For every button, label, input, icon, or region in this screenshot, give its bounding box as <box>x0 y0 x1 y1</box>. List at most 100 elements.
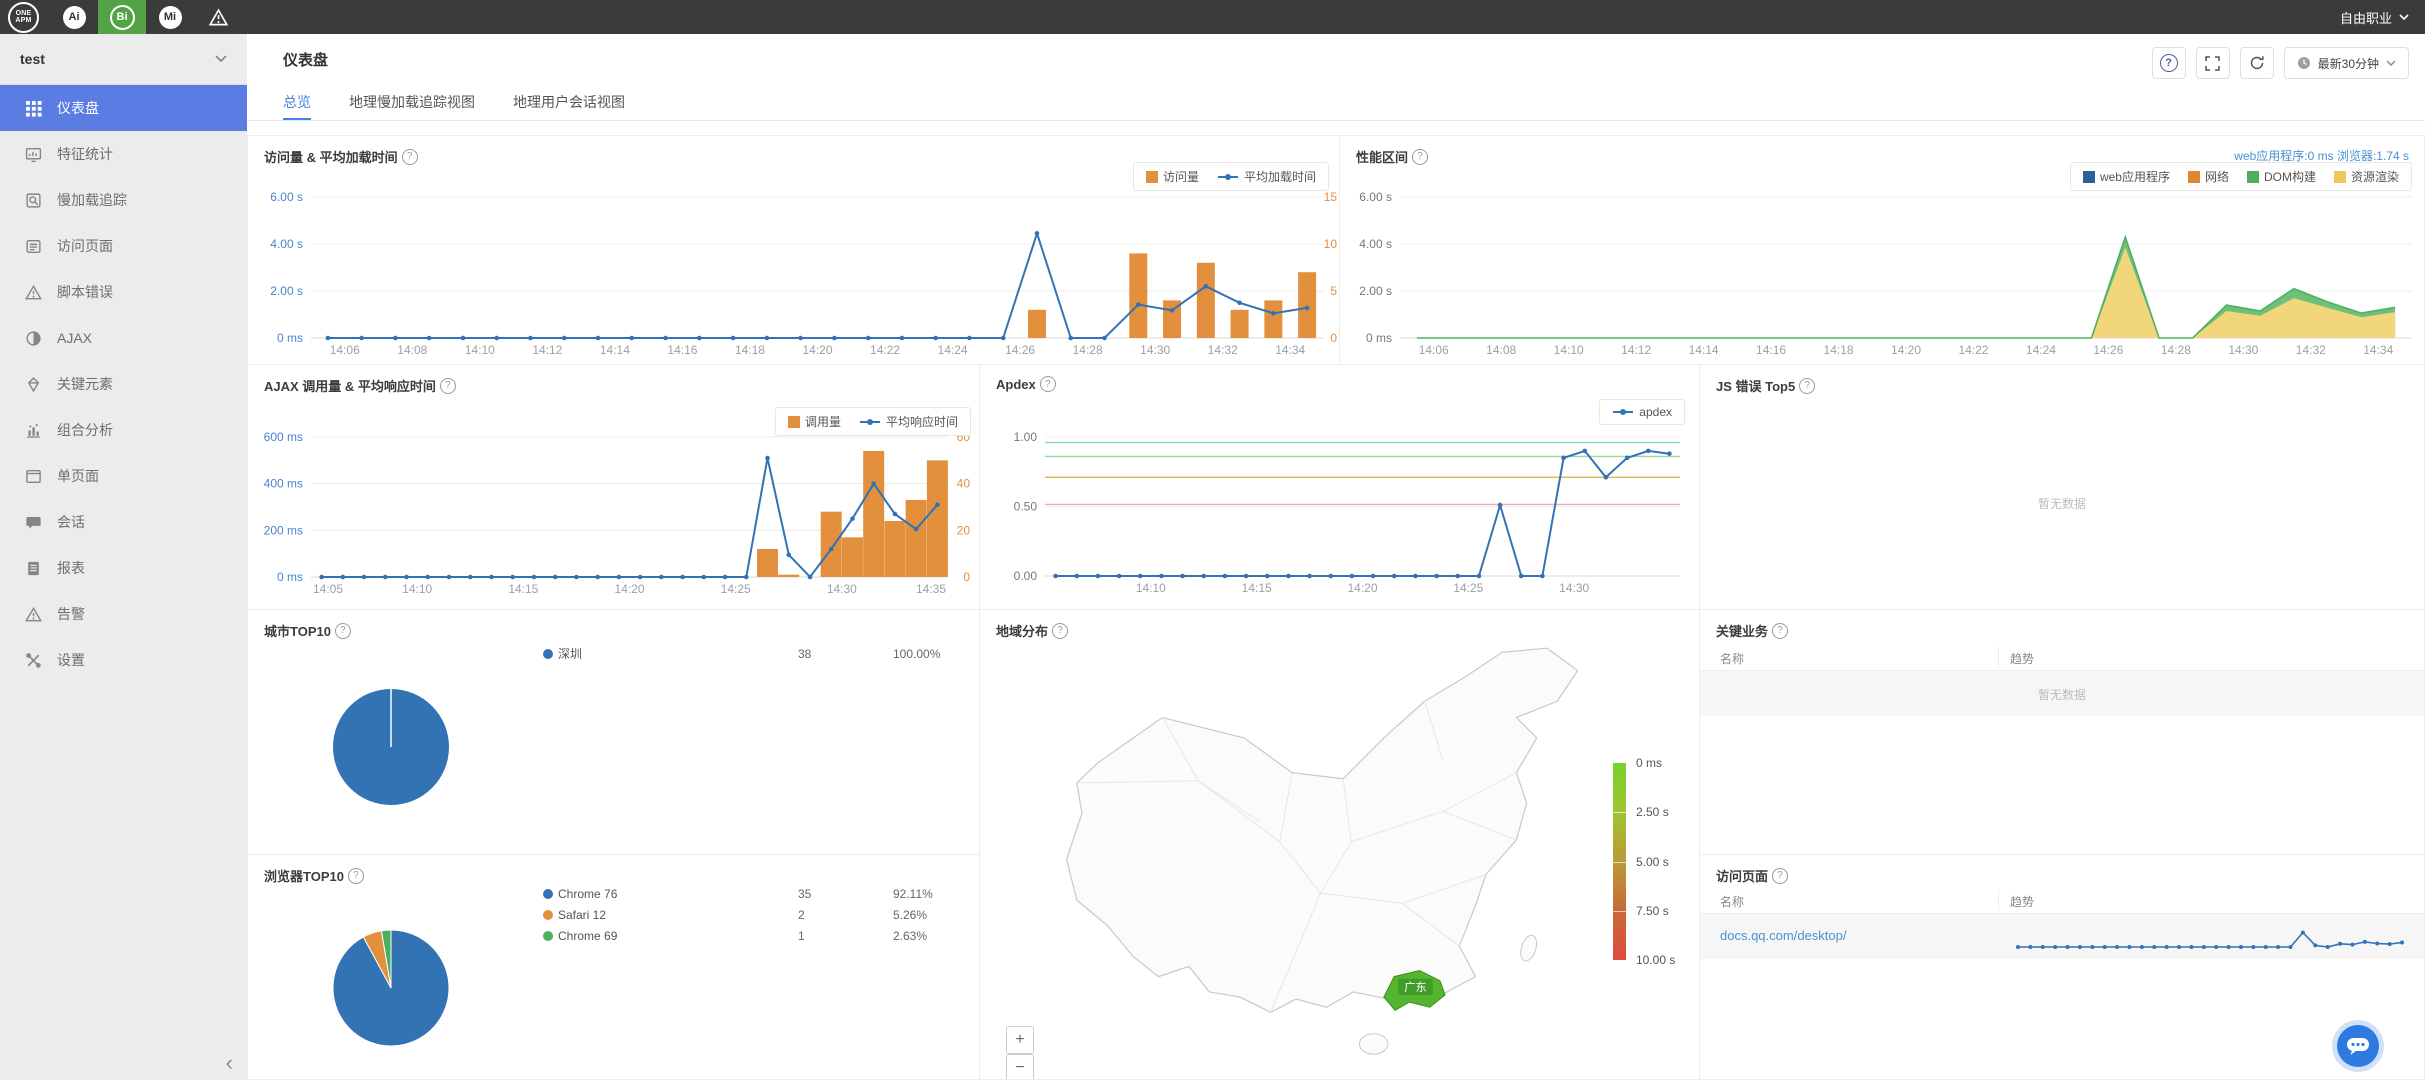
warning-icon <box>208 7 228 25</box>
sidebar-item-label: 慢加载追踪 <box>57 192 127 208</box>
sidebar-item-关键元素[interactable]: 关键元素 <box>0 361 247 407</box>
svg-text:5: 5 <box>1330 284 1337 298</box>
help-icon[interactable]: ? <box>1052 622 1069 639</box>
legend-item-平均响应时间[interactable]: 平均响应时间 <box>859 413 958 430</box>
pie-legend-item-Safari 12[interactable]: Safari 12 2 5.26% <box>543 904 933 925</box>
svg-text:14:06: 14:06 <box>330 343 360 357</box>
sidebar-item-特征统计[interactable]: 特征统计 <box>0 131 247 177</box>
help-icon[interactable]: ? <box>1799 377 1816 394</box>
oneapm-logo[interactable]: ONE APM <box>8 1 39 33</box>
time-range-label: 最新30分钟 <box>2317 56 2379 71</box>
sidebar-item-慢加载追踪[interactable]: 慢加载追踪 <box>0 177 247 223</box>
legend-item-web应用程序[interactable]: web应用程序 <box>2082 168 2170 185</box>
sidebar-collapse-handle[interactable]: ‹ <box>225 1050 233 1075</box>
svg-text:14:15: 14:15 <box>508 582 538 596</box>
sidebar-item-会话[interactable]: 会话 <box>0 499 247 545</box>
perf-summary-link[interactable]: web应用程序:0 ms 浏览器:1.74 s <box>2234 149 2409 163</box>
geo-panel-title: 地域分布 <box>996 624 1049 639</box>
svg-text:14:18: 14:18 <box>1824 343 1854 357</box>
tab-geo-slow-trace[interactable]: 地理慢加载追踪视图 <box>349 94 475 110</box>
pie-legend-item-Chrome 69[interactable]: Chrome 69 1 2.63% <box>543 925 933 946</box>
help-icon[interactable]: ? <box>1772 622 1789 639</box>
page-url-link[interactable]: docs.qq.com/desktop/ <box>1720 928 1847 943</box>
app-tab-ai[interactable]: Ai <box>50 0 98 34</box>
pie-legend-item-深圳[interactable]: 深圳 38 100.00% <box>543 643 940 664</box>
help-icon[interactable]: ? <box>334 622 351 639</box>
sidebar-item-label: 单页面 <box>57 468 99 484</box>
app-tab-alert[interactable] <box>194 0 242 34</box>
key-business-table-header: 名称 趋势 <box>1700 644 2424 671</box>
help-icon[interactable]: ? <box>347 867 364 884</box>
sidebar-item-label: 告警 <box>57 606 85 622</box>
svg-text:14:14: 14:14 <box>600 343 630 357</box>
sidebar-item-仪表盘[interactable]: 仪表盘 <box>0 85 247 131</box>
svg-text:600 ms: 600 ms <box>264 430 303 444</box>
warning-icon <box>25 284 42 301</box>
time-range-dropdown[interactable]: 最新30分钟 <box>2283 47 2409 79</box>
legend-item-DOM构建[interactable]: DOM构建 <box>2246 168 2316 185</box>
project-selector[interactable]: test <box>0 34 247 85</box>
sidebar-item-脚本错误[interactable]: 脚本错误 <box>0 269 247 315</box>
panel-ajax-calls: AJAX 调用量 & 平均响应时间? 600 ms 60 400 ms 40 200 m… <box>247 364 980 610</box>
svg-text:10: 10 <box>1324 237 1338 251</box>
app-badge-mi: Mi <box>158 5 182 29</box>
app-tab-bi[interactable]: Bi <box>98 0 146 34</box>
sidebar-item-访问页面[interactable]: 访问页面 <box>0 223 247 269</box>
tab-geo-session[interactable]: 地理用户会话视图 <box>513 94 625 110</box>
help-icon[interactable]: ? <box>1772 867 1789 884</box>
help-icon[interactable]: ? <box>439 377 456 394</box>
svg-text:14:28: 14:28 <box>1073 343 1103 357</box>
help-icon[interactable]: ? <box>1039 376 1056 392</box>
apdex-panel-title: Apdex <box>996 376 1036 392</box>
sidebar-item-告警[interactable]: 告警 <box>0 591 247 637</box>
tab-overview[interactable]: 总览 <box>283 92 311 120</box>
app-badge-ai: Ai <box>62 5 86 29</box>
visit-pages-panel-title: 访问页面 <box>1716 869 1769 884</box>
province-label: 广东 <box>1404 981 1426 994</box>
legend-item-apdex[interactable]: apdex <box>1612 405 1672 419</box>
legend-item-资源渲染[interactable]: 资源渲染 <box>2333 168 2399 185</box>
app-tab-mi[interactable]: Mi <box>146 0 194 34</box>
map-zoom-out-button[interactable]: − <box>1006 1054 1034 1079</box>
svg-text:2.00 s: 2.00 s <box>270 284 303 298</box>
svg-text:20: 20 <box>957 523 971 537</box>
sidebar-item-组合分析[interactable]: 组合分析 <box>0 407 247 453</box>
half-circle-icon <box>25 330 42 347</box>
sidebar-item-AJAX[interactable]: AJAX <box>0 315 247 361</box>
search-doc-icon <box>25 192 42 209</box>
svg-text:1.00: 1.00 <box>1014 430 1038 444</box>
svg-text:14:20: 14:20 <box>1347 581 1377 595</box>
chat-icon <box>25 514 42 531</box>
refresh-button[interactable] <box>2239 47 2274 79</box>
legend-item-平均加载时间[interactable]: 平均加载时间 <box>1217 168 1316 185</box>
sidebar-item-报表[interactable]: 报表 <box>0 545 247 591</box>
sidebar: test 仪表盘 特征统计慢加载追踪访问页面 脚本错误 AJAX 关键元素 组合分析单页面… <box>0 34 247 1080</box>
perf-chart-canvas: 6.00 s 4.00 s 2.00 s 0 ms 14:06 14:08 14:10 14:… <box>1359 190 2412 357</box>
legend-item-访问量[interactable]: 访问量 <box>1145 168 1199 185</box>
help-button[interactable]: ? <box>2151 47 2186 79</box>
svg-text:14:30: 14:30 <box>1559 581 1589 595</box>
sidebar-item-设置[interactable]: 设置 <box>0 637 247 683</box>
city-pie-canvas <box>333 689 449 805</box>
legend-item-网络[interactable]: 网络 <box>2187 168 2229 185</box>
panel-visit-pages: 访问页面? 名称 趋势 docs.qq.com/desktop/ <box>1699 854 2425 1080</box>
svg-text:0.00: 0.00 <box>1014 569 1038 583</box>
sidebar-item-单页面[interactable]: 单页面 <box>0 453 247 499</box>
help-icon[interactable]: ? <box>1412 148 1429 165</box>
panel-performance-range: 性能区间? web应用程序:0 ms 浏览器:1.74 s 6.00 s 4.00… <box>1339 135 2425 365</box>
sidebar-item-label: 会话 <box>57 514 85 530</box>
fullscreen-button[interactable] <box>2195 47 2230 79</box>
svg-text:14:20: 14:20 <box>614 582 644 596</box>
combo-icon <box>25 422 42 439</box>
svg-text:14:22: 14:22 <box>870 343 900 357</box>
map-zoom-in-button[interactable]: + <box>1006 1026 1034 1054</box>
svg-text:6.00 s: 6.00 s <box>270 190 303 204</box>
pie-legend-item-Chrome 76[interactable]: Chrome 76 35 92.11% <box>543 883 933 904</box>
china-map[interactable]: 广东 <box>980 610 1700 1080</box>
chat-support-button[interactable] <box>2337 1025 2379 1067</box>
account-menu[interactable]: 自由职业 <box>2340 8 2409 27</box>
svg-text:2.00 s: 2.00 s <box>1359 284 1392 298</box>
svg-text:14:15: 14:15 <box>1242 581 1272 595</box>
legend-item-调用量[interactable]: 调用量 <box>787 413 841 430</box>
help-icon[interactable]: ? <box>401 148 418 165</box>
